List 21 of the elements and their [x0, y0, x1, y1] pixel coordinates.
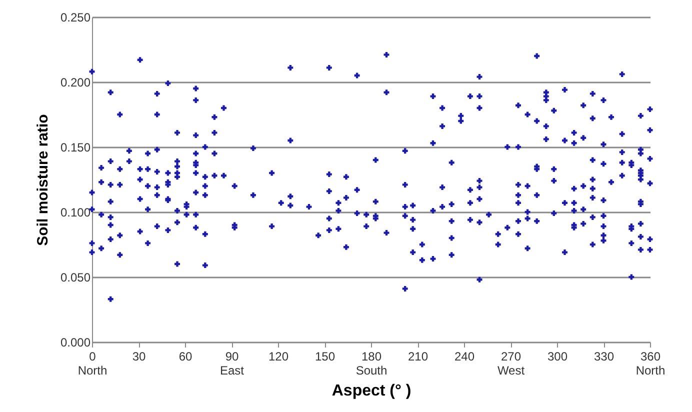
x-tick-label: 150: [314, 350, 336, 364]
y-tick-label: 0.000: [60, 336, 91, 350]
x-tick-label: 90 East: [220, 350, 245, 378]
x-tick-label: 240: [454, 350, 475, 364]
y-axis-title: Soil moisture ratio: [34, 114, 52, 246]
x-tick-label: 330: [594, 350, 614, 364]
x-axis-title: Aspect (° ): [332, 382, 412, 400]
y-tick-label: 0.150: [60, 140, 91, 154]
x-tick-label: 300: [547, 350, 568, 364]
x-tick-label: 360 North: [636, 350, 666, 378]
y-tick-label: 0.250: [60, 10, 91, 24]
x-tick-label: 210: [408, 350, 428, 364]
x-tick-label: 0 North: [78, 350, 108, 378]
x-tick-label: 180 South: [356, 350, 388, 378]
y-tick-label: 0.100: [60, 206, 91, 220]
y-tick-label: 0.200: [60, 76, 91, 90]
x-tick-label: 60: [178, 350, 192, 364]
x-tick-label: 30: [132, 350, 146, 364]
y-tick-label: 0.050: [60, 270, 91, 284]
x-tick-label: 120: [268, 350, 289, 364]
x-tick-label: 270 West: [497, 350, 526, 378]
